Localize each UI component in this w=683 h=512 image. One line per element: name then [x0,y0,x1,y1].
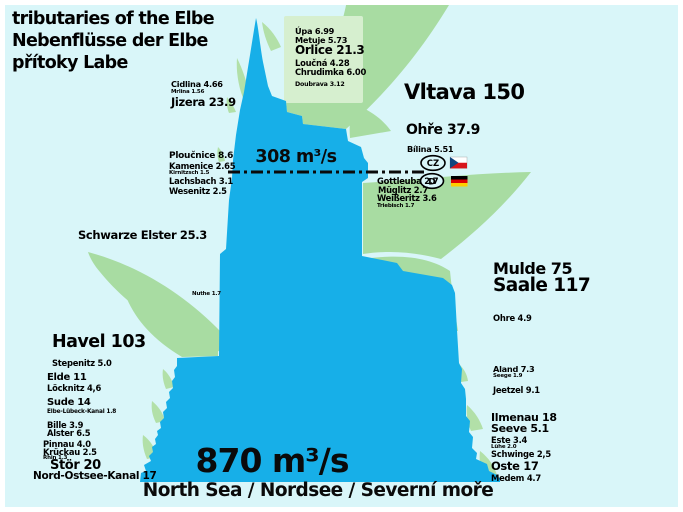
tributary-label-elbe-luebeck-kanal: Elbe-Lübeck-Kanal 1.8 [47,409,117,415]
tributary-label-schwarze-elster: Schwarze Elster 25.3 [78,228,207,242]
tributary-label-este: Este 3.4 [491,435,528,445]
tributary-label-mrlina: Mrlina 1.56 [171,89,205,95]
tributary-label-bille: Bille 3.9 [47,420,84,430]
tributary-label-ohre-cz: Ohře 37.9 [406,122,480,138]
german-flag-icon [451,176,468,187]
tributary-label-upa: Úpa 6.99 [295,26,335,36]
tributary-label-kamenice: Kamenice 2.65 [169,161,236,171]
flow-marker-mouth: 870 m³/s [195,441,350,480]
tributary-label-vltava: Vltava 150 [404,80,525,104]
tributary-label-gottleuba: Gottleuba 2.7 [377,176,439,186]
tributary-label-schwinge: Schwinge 2,5 [491,449,551,459]
title-line-en: tributaries of the Elbe [12,9,215,29]
tributary-label-metuje: Metuje 5.73 [295,35,348,45]
tributary-label-stepenitz: Stepenitz 5.0 [52,358,112,368]
land-havel-wedge [124,291,218,357]
tributary-label-elde: Elde 11 [47,372,87,383]
tributary-label-bilina: Bílina 5.51 [407,144,454,154]
tributary-label-kirnitzsch: Kirnitzsch 1.5 [169,170,210,176]
de-oval [419,172,445,190]
tributary-label-pinnau: Pinnau 4.0 [43,439,91,449]
tributary-label-weisseritz: Weißeritz 3.6 [377,193,437,203]
tributary-label-krueckau: Krückau 2.5 [43,447,97,457]
tributary-label-rhin: Rhin 1.3 [43,455,68,461]
river-shape [140,18,500,482]
tributary-label-ilmenau: Ilmenau 18 [491,411,557,424]
tributary-label-jizera: Jizera 23.9 [171,95,236,109]
flow-marker-upper: 308 m³/s [255,147,337,167]
tributary-label-sude: Sude 14 [47,397,91,408]
czech-flag-icon [449,156,468,169]
tributary-label-oste: Oste 17 [491,459,539,473]
tributary-label-mueglitz: Müglitz 2.7 [378,185,428,195]
tributary-label-lachsbach: Lachsbach 3.1 [169,176,233,186]
title-line-cz: přítoky Labe [12,53,128,74]
tributary-label-loucna: Loučná 4.28 [295,58,350,68]
cz-oval [420,154,446,172]
tributary-label-aland: Aland 7.3 [493,364,535,374]
label-panel [284,16,363,103]
tributary-label-saale: Saale 117 [493,275,591,296]
tributary-label-mulde: Mulde 75 [493,259,573,278]
tributary-label-jeetzel: Jeetzel 9.1 [493,385,540,395]
land-center-right-upper [363,172,531,259]
tributary-label-seeve: Seeve 5.1 [491,422,549,435]
tributary-label-luehe: Lühe 2.0 [491,444,517,450]
tributary-label-locknitz: Löcknitz 4,6 [47,383,102,393]
land-vltava-ohre-wedge [349,104,391,138]
tributary-label-ohre-de: Ohre 4.9 [493,313,532,323]
tributary-label-havel: Havel 103 [52,332,146,352]
tributary-label-stoer: Stör 20 [50,458,101,473]
sea-label: North Sea / Nordsee / Severní moře [142,480,494,501]
tributary-label-nuthe: Nuthe 1.7 [192,291,221,297]
diagram-title: tributaries of the Elbe Nebenflüsse der … [12,8,215,75]
tributary-label-alster: Alster 6.5 [47,428,91,438]
tributary-label-nord-ostsee-kanal: Nord-Ostsee-Kanal 17 [33,470,157,482]
tributary-label-ploucnice: Ploučnice 8.6 [169,151,234,161]
tributary-label-doubrava: Doubrava 3.12 [295,81,345,88]
tributary-label-orlice: Orlice 21.3 [295,43,365,57]
de-oval-label: D [428,178,435,188]
tributary-label-chrudimka: Chrudimka 6.00 [295,67,367,77]
tributary-label-triebisch: Triebisch 1.7 [377,203,415,209]
title-line-de: Nebenflüsse der Elbe [12,31,208,52]
tributary-label-medem: Medem 4.7 [491,473,541,483]
tributary-label-cidlina: Cidlina 4.66 [171,79,223,89]
tributary-label-seege: Seege 1.9 [493,373,523,379]
cz-oval-label: CZ [427,159,439,169]
tributary-label-wesenitz: Wesenitz 2.5 [169,186,227,196]
